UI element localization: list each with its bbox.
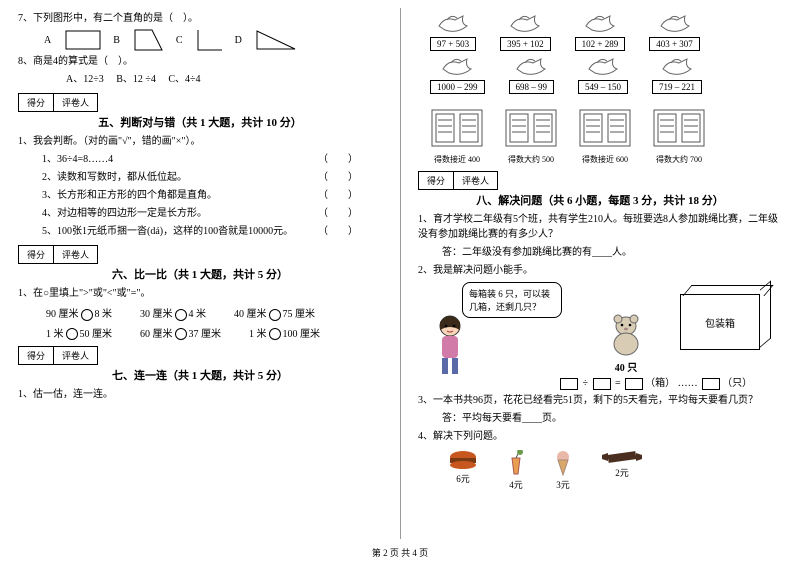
left-column: 7、下列图形中，有二个直角的是（ ）。 A B C D 8、商是4的算式是（ ）… — [0, 0, 400, 565]
score-box-8: 得分 评卷人 — [418, 171, 782, 190]
score-box-5: 得分 评卷人 — [18, 93, 382, 112]
q3-text: 3、一本书共96页，花花已经看完51页，剩下的5天看完，平均每天要看几页？ — [418, 393, 782, 408]
dove-icon — [585, 55, 621, 79]
score-cell: 得分 — [18, 93, 54, 112]
equation-row: ÷ = （箱） …… （只） — [558, 374, 752, 390]
building-icon — [578, 104, 632, 148]
food-candy: 2元 — [600, 450, 644, 491]
dove-icon — [582, 12, 618, 36]
shape-options: A B C D — [44, 29, 296, 51]
food-row: 6元 4元 3元 2元 — [448, 450, 782, 491]
q3-ans: 答：平均每天要看____页。 — [442, 411, 782, 426]
trapezoid-icon — [134, 29, 164, 51]
food-drink: 4元 — [506, 450, 526, 491]
q7-text: 7、下列图形中，有二个直角的是（ ）。 — [18, 11, 382, 26]
sec5-i3: 3、长方形和正方形的四个角都是直角。（ ） — [42, 188, 382, 203]
sec7-title: 七、连一连（共 1 大题，共计 5 分） — [18, 367, 382, 383]
sec5-i2: 2、读数和写数时，都从低位起。（ ） — [42, 170, 382, 185]
bird-row-2: 1000 – 299 698 – 99 549 – 150 719 – 221 — [430, 55, 782, 94]
column-divider — [400, 8, 401, 539]
sec5-title: 五、判断对与错（共 1 大题，共计 10 分） — [18, 114, 382, 130]
dove-icon — [435, 12, 471, 36]
dove-icon — [659, 55, 695, 79]
sec5-head: 1、我会判断。（对的画"√"，错的画"×"）。 — [18, 134, 382, 149]
solve-diagram: 每箱装 6 只，可以装几箱，还剩几只？ 40 只 包装箱 ÷ = （箱） …… … — [418, 282, 782, 390]
shape-c-label: C — [176, 35, 183, 46]
plush-icon: 40 只 — [606, 312, 646, 374]
dove-icon — [513, 55, 549, 79]
sec6-head: 1、在○里填上">"或"<"或"="。 — [18, 286, 382, 301]
compare-row-1: 90 厘米8 米 30 厘米4 米 40 厘米75 厘米 — [46, 305, 382, 321]
sec7-head: 1、估一估，连一连。 — [18, 387, 382, 402]
speech-bubble: 每箱装 6 只，可以装几箱，还剩几只？ — [462, 282, 562, 318]
triangle-icon — [256, 30, 296, 50]
dove-icon — [507, 12, 543, 36]
icecream-icon — [554, 450, 572, 476]
dove-icon — [439, 55, 475, 79]
drink-icon — [506, 450, 526, 476]
compare-row-2: 1 米50 厘米 60 厘米37 厘米 1 米100 厘米 — [46, 325, 382, 341]
candy-icon — [600, 450, 644, 464]
circle-blank[interactable] — [81, 309, 93, 321]
rectangle-icon — [65, 30, 101, 50]
burger-icon — [448, 450, 478, 470]
shape-a-label: A — [44, 35, 51, 46]
building-icon — [430, 104, 484, 148]
score-box-6: 得分 评卷人 — [18, 245, 382, 264]
sec6-title: 六、比一比（共 1 大题，共计 5 分） — [18, 266, 382, 282]
shape-d-label: D — [235, 35, 242, 46]
building-icon — [504, 104, 558, 148]
q8-opts: A、12÷3 B、12 ÷4 C、4÷4 — [66, 72, 382, 87]
bird-row-1: 97 + 503 395 + 102 102 + 289 403 + 307 — [430, 12, 782, 51]
q8-opt-a: A、12÷3 — [66, 74, 104, 85]
score-box-7: 得分 评卷人 — [18, 346, 382, 365]
package-box: 包装箱 — [680, 294, 760, 350]
q8-text: 8、商是4的算式是（ ）。 — [18, 54, 382, 69]
dove-icon — [657, 12, 693, 36]
page-footer: 第 2 页 共 4 页 — [0, 546, 800, 559]
food-icecream: 3元 — [554, 450, 572, 491]
food-burger: 6元 — [448, 450, 478, 491]
shape-b-label: B — [113, 35, 120, 46]
right-column: 97 + 503 395 + 102 102 + 289 403 + 307 1… — [400, 0, 800, 565]
sec5-i5: 5、100张1元纸币捆一沓(dá)，这样的100沓就是10000元。（ ） — [42, 224, 382, 239]
girl-icon — [428, 312, 472, 379]
q2-text: 2、我是解决问题小能手。 — [418, 263, 782, 278]
building-icon — [652, 104, 706, 148]
building-row: 得数接近 400 得数大约 500 得数接近 600 得数大约 700 — [430, 104, 782, 165]
sec5-i4: 4、对边相等的四边形一定是长方形。（ ） — [42, 206, 382, 221]
sec8-title: 八、解决问题（共 6 小题，每题 3 分，共计 18 分） — [418, 192, 782, 208]
q1-text: 1、育才学校二年级有5个班，共有学生210人。每班要选8人参加跳绳比赛，二年级没… — [418, 212, 782, 242]
sec5-i1: 1、36÷4=8……4（ ） — [42, 152, 382, 167]
q8-opt-c: C、4÷4 — [168, 74, 200, 85]
q8-opt-b: B、12 ÷4 — [116, 74, 156, 85]
right-angle-icon — [197, 29, 223, 51]
q4-text: 4、解决下列问题。 — [418, 429, 782, 444]
reviewer-cell: 评卷人 — [54, 93, 98, 112]
q1-ans: 答：二年级没有参加跳绳比赛的有____人。 — [442, 245, 782, 260]
